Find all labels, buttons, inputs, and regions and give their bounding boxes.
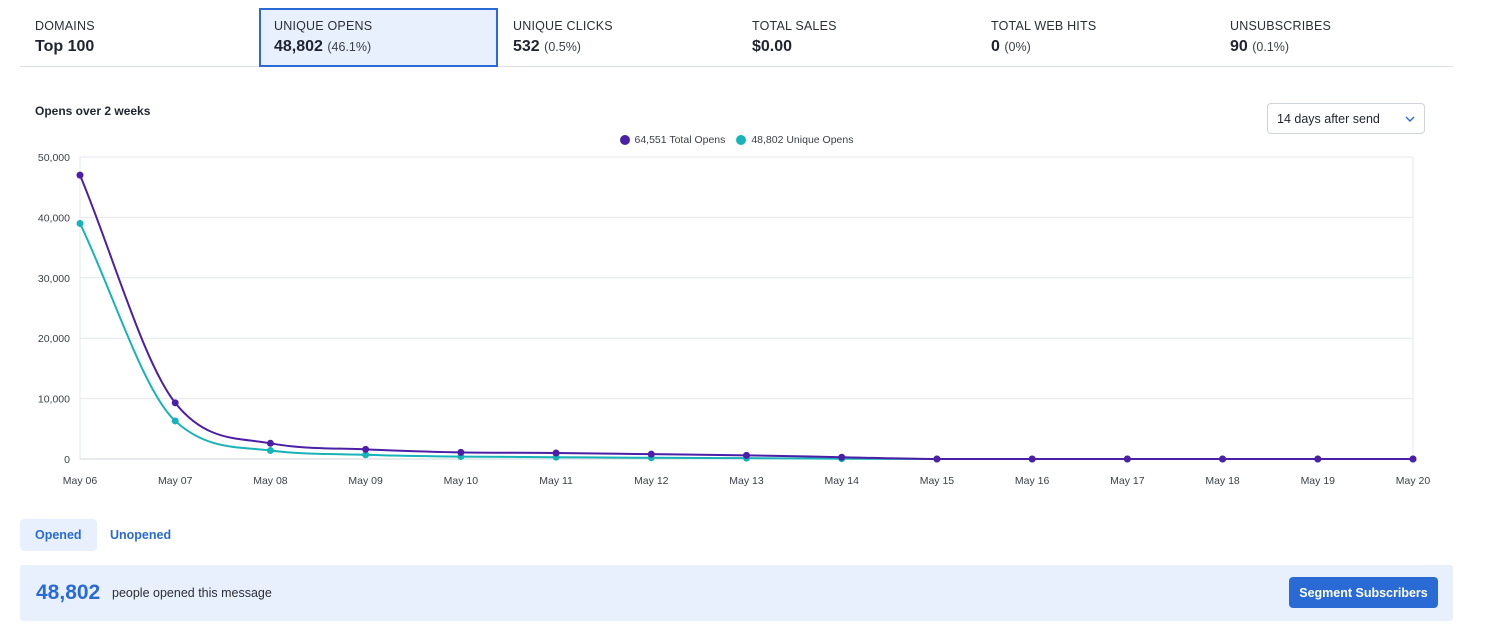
x-tick-label: May 06: [63, 475, 98, 487]
x-tick-label: May 07: [158, 475, 193, 487]
stat-total-web-hits[interactable]: TOTAL WEB HITS 0 (0%): [976, 8, 1215, 67]
stat-percent: (0.1%): [1252, 40, 1290, 54]
segment-subscribers-button[interactable]: Segment Subscribers: [1289, 577, 1438, 608]
stat-value: Top 100: [35, 38, 95, 55]
stat-percent: (0.5%): [544, 40, 581, 54]
legend-item-unique-opens[interactable]: 48,802 Unique Opens: [736, 134, 853, 146]
tab-unopened[interactable]: Unopened: [110, 528, 172, 542]
opened-summary: 48,802 people opened this message Segmen…: [20, 565, 1453, 621]
x-tick-label: May 11: [539, 475, 573, 487]
legend-label: 64,551 Total Opens: [634, 134, 726, 146]
data-point: [362, 451, 370, 459]
data-point: [1123, 455, 1131, 463]
data-point: [1314, 455, 1322, 463]
data-point: [266, 447, 274, 455]
x-tick-label: May 13: [729, 475, 764, 487]
x-tick-label: May 12: [634, 475, 669, 487]
y-tick-label: 40,000: [38, 212, 70, 224]
x-tick-label: May 16: [1015, 475, 1050, 487]
data-point: [76, 219, 84, 227]
y-tick-label: 30,000: [38, 273, 70, 285]
stat-label: UNIQUE OPENS: [274, 19, 373, 33]
stat-percent: (46.1%): [327, 40, 372, 54]
legend-dot: [619, 135, 630, 145]
stat-value: 90 (0.1%): [1230, 38, 1290, 55]
opened-count: 48,802: [36, 581, 101, 604]
x-tick-label: May 17: [1110, 475, 1145, 487]
data-point: [1409, 455, 1417, 463]
stat-total-sales[interactable]: TOTAL SALES $0.00: [737, 8, 976, 67]
stat-label: UNIQUE CLICKS: [513, 19, 613, 33]
stat-value: 48,802 (46.1%): [274, 38, 372, 55]
data-point: [171, 417, 179, 425]
data-point: [743, 451, 750, 459]
stat-value: $0.00: [752, 38, 793, 55]
stat-unique-opens[interactable]: UNIQUE OPENS 48,802 (46.1%): [259, 8, 498, 67]
x-tick-label: May 15: [920, 475, 955, 487]
legend-dot: [736, 135, 747, 145]
stat-label: TOTAL SALES: [752, 19, 837, 33]
chart-legend: 64,551 Total Opens 48,802 Unique Opens: [0, 134, 1473, 148]
series-line-total-opens: [79, 174, 1413, 461]
chevron-down-icon: [1405, 116, 1415, 122]
data-point: [933, 455, 941, 463]
data-point: [457, 448, 465, 456]
data-point: [76, 171, 84, 179]
x-tick-label: May 09: [348, 475, 383, 487]
data-point: [552, 449, 560, 457]
range-select-value: 14 days after send: [1277, 112, 1380, 126]
stat-unsubscribes[interactable]: UNSUBSCRIBES 90 (0.1%): [1215, 8, 1454, 67]
tab-opened[interactable]: Opened: [20, 519, 97, 551]
chart-title: Opens over 2 weeks: [35, 104, 151, 118]
range-select[interactable]: 14 days after send: [1267, 103, 1425, 134]
data-point: [266, 439, 274, 447]
opened-summary-text: people opened this message: [112, 586, 272, 600]
stat-domains[interactable]: DOMAINS Top 100: [20, 8, 259, 67]
x-tick-label: May 19: [1301, 475, 1336, 487]
x-tick-label: May 20: [1396, 475, 1431, 487]
opens-line-chart: 0 10,000 20,000 30,000 40,000 50,000 May 06 May…: [38, 152, 1431, 487]
y-tick-label: 50,000: [38, 152, 70, 164]
data-point: [362, 445, 370, 453]
legend-label: 48,802 Unique Opens: [751, 134, 854, 146]
data-point: [647, 450, 655, 458]
stat-unique-clicks[interactable]: UNIQUE CLICKS 532 (0.5%): [498, 8, 737, 67]
x-tick-label: May 18: [1205, 475, 1240, 487]
stats-bar: DOMAINS Top 100 UNIQUE OPENS 48,802 (46.…: [20, 8, 1453, 67]
y-tick-label: 0: [64, 454, 70, 466]
y-tick-label: 20,000: [38, 333, 70, 345]
stat-label: TOTAL WEB HITS: [991, 19, 1097, 33]
legend-item-total-opens[interactable]: 64,551 Total Opens: [619, 134, 726, 146]
stat-percent: (0%): [1004, 40, 1031, 54]
stat-label: UNSUBSCRIBES: [1230, 19, 1332, 33]
data-point: [1028, 455, 1036, 463]
data-point: [171, 399, 179, 407]
stat-label: DOMAINS: [35, 19, 95, 33]
data-point: [838, 453, 846, 461]
stat-value: 0 (0%): [991, 38, 1031, 55]
x-tick-label: May 08: [253, 475, 288, 487]
x-tick-label: May 10: [444, 475, 479, 487]
series-line-unique-opens: [79, 223, 1413, 461]
stat-value: 532 (0.5%): [513, 38, 581, 55]
x-tick-label: May 14: [824, 475, 859, 487]
data-point: [1219, 455, 1227, 463]
y-tick-label: 10,000: [38, 394, 70, 406]
